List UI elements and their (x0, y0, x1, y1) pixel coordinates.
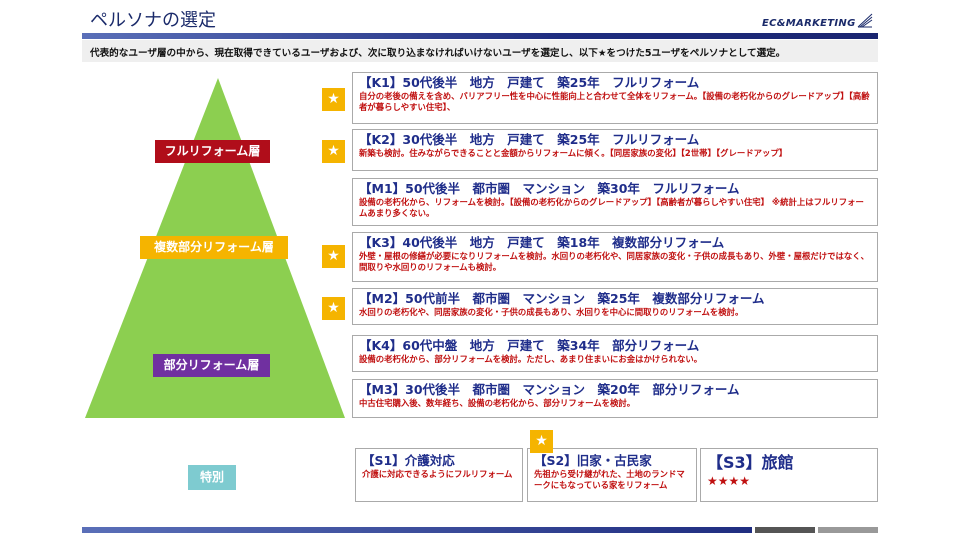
footer-bar (82, 527, 752, 533)
persona-description: 中古住宅購入後、数年経ち、設備の老朽化から、部分リフォームを検討。 (359, 398, 636, 408)
page-title: ペルソナの選定 (90, 10, 216, 31)
layer-special: 特別 (188, 465, 236, 490)
special-persona-card: 【S2】旧家・古民家 先祖から受け継がれた、土地のランドマークにもなっている家をリ… (527, 448, 697, 502)
persona-title: 【K2】30代後半 地方 戸建て 築25年 フルリフォーム (359, 132, 700, 147)
layer-label: フルリフォーム層 (164, 144, 261, 158)
persona-description: 先祖から受け継がれた、土地のランドマークにもなっている家をリフォーム (534, 469, 685, 490)
persona-title: 【S1】介護対応 (362, 453, 455, 468)
star-icon: ★ (530, 430, 553, 453)
persona-card: 【K1】50代後半 地方 戸建て 築25年 フルリフォーム 自分の老後の備えを含め… (352, 72, 878, 124)
persona-title: 【S2】旧家・古民家 (534, 453, 652, 468)
persona-title: 【M2】50代前半 都市圏 マンション 築25年 複数部分リフォーム (359, 291, 765, 306)
persona-title: 【S3】旅館 (707, 453, 794, 472)
persona-description: 自分の老後の備えを含め、バリアフリー性を中心に性能向上と合わせて全体をリフォーム… (359, 91, 870, 112)
persona-card: 【K4】60代中盤 地方 戸建て 築34年 部分リフォーム 設備の老朽化から、部分… (352, 335, 878, 372)
persona-title: 【M1】50代後半 都市圏 マンション 築30年 フルリフォーム (359, 181, 740, 196)
persona-card: 【M3】30代後半 都市圏 マンション 築20年 部分リフォーム 中古住宅購入後、… (352, 379, 878, 418)
persona-title: 【K1】50代後半 地方 戸建て 築25年 フルリフォーム (359, 75, 700, 90)
layer-partial-reform: 部分リフォーム層 (153, 354, 270, 377)
star-icon: ★ (322, 245, 345, 268)
persona-card: 【K2】30代後半 地方 戸建て 築25年 フルリフォーム 新築も検討。住みながら… (352, 129, 878, 171)
footer-bar-segment (755, 527, 815, 533)
subtitle: 代表的なユーザ層の中から、現在取得できているユーザおよび、次に取り込まなければい… (82, 40, 878, 62)
persona-title: 【K3】40代後半 地方 戸建て 築18年 複数部分リフォーム (359, 235, 725, 250)
persona-title: 【K4】60代中盤 地方 戸建て 築34年 部分リフォーム (359, 338, 700, 353)
footer-bar-segment (818, 527, 878, 533)
star-icon: ★ (322, 140, 345, 163)
logo: EC&MARKETING (762, 18, 856, 29)
persona-description: 新築も検討。住みながらできることと金額からリフォームに傾く。【同居家族の変化】【… (359, 148, 788, 158)
layer-label: 複数部分リフォーム層 (154, 240, 274, 254)
layer-multi-partial-reform: 複数部分リフォーム層 (140, 236, 288, 259)
persona-description: ★★★★ (707, 474, 751, 488)
header-bar (82, 33, 878, 39)
star-icon: ★ (322, 88, 345, 111)
persona-description: 設備の老朽化から、リフォームを検討。【設備の老朽化からのグレードアップ】【高齢者… (359, 197, 864, 218)
persona-description: 設備の老朽化から、部分リフォームを検討。ただし、あまり住まいにお金はかけられない… (359, 354, 703, 364)
persona-description: 介護に対応できるようにフルリフォーム (362, 469, 513, 479)
persona-card: 【M1】50代後半 都市圏 マンション 築30年 フルリフォーム 設備の老朽化から… (352, 178, 878, 226)
special-persona-card: 【S1】介護対応 介護に対応できるようにフルリフォーム (355, 448, 523, 502)
pen-icon (857, 13, 873, 28)
layer-label: 部分リフォーム層 (163, 358, 260, 372)
persona-card: 【K3】40代後半 地方 戸建て 築18年 複数部分リフォーム 外壁・屋根の修繕が… (352, 232, 878, 282)
persona-description: 外壁・屋根の修繕が必要になりリフォームを検討。水回りの老朽化や、同居家族の変化・… (359, 251, 870, 272)
persona-description: 水回りの老朽化や、同居家族の変化・子供の成長もあり、水回りを中心に間取りのリフォ… (359, 307, 744, 317)
star-icon: ★ (322, 297, 345, 320)
layer-full-reform: フルリフォーム層 (155, 140, 270, 163)
persona-card: 【M2】50代前半 都市圏 マンション 築25年 複数部分リフォーム 水回りの老朽… (352, 288, 878, 325)
persona-title: 【M3】30代後半 都市圏 マンション 築20年 部分リフォーム (359, 382, 740, 397)
layer-label: 特別 (199, 470, 224, 484)
special-persona-card: 【S3】旅館 ★★★★ (700, 448, 878, 502)
